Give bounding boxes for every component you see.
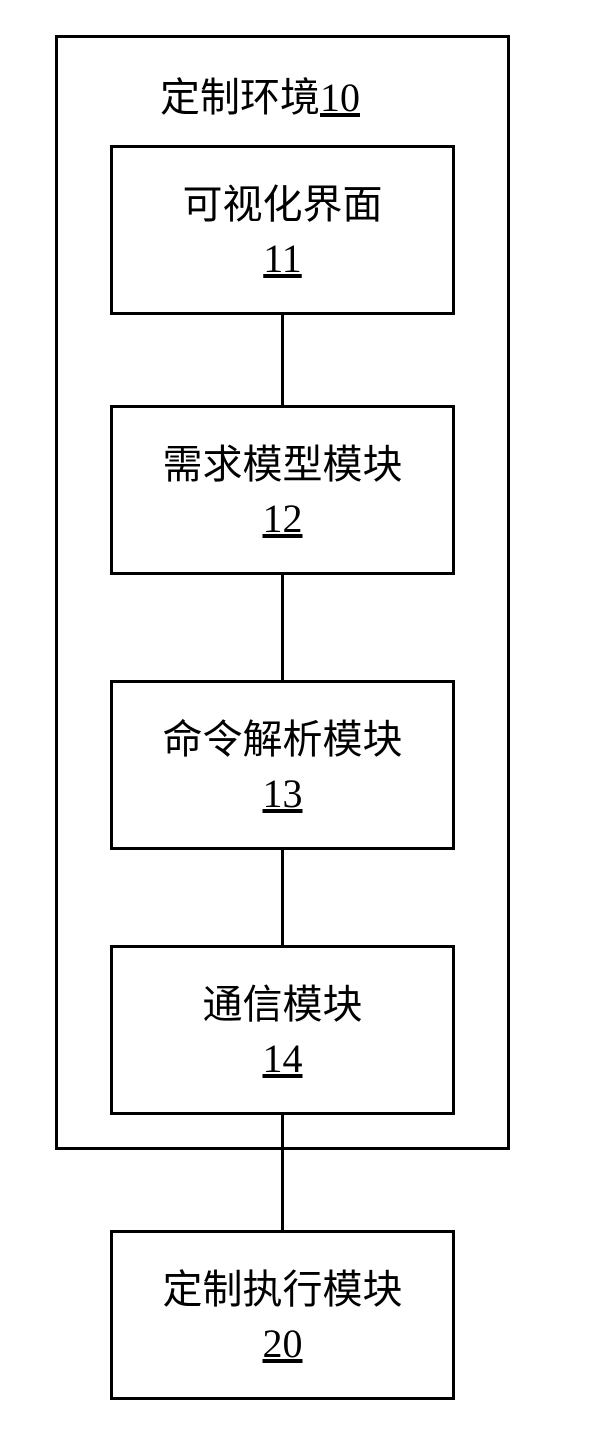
node-label: 可视化界面 [183,179,383,231]
node-number: 12 [263,495,303,542]
node-number: 20 [263,1320,303,1367]
outer-title-number: 10 [320,75,360,120]
node-visual-interface: 可视化界面 11 [110,145,455,315]
node-number: 14 [263,1035,303,1082]
outer-title: 定制环境10 [160,65,360,123]
node-number: 13 [263,770,303,817]
node-label: 通信模块 [203,979,363,1031]
node-requirement-model: 需求模型模块 12 [110,405,455,575]
edge [281,315,284,405]
edge [281,850,284,945]
outer-title-label: 定制环境 [160,75,320,120]
node-label: 定制执行模块 [163,1264,403,1316]
edge [281,575,284,680]
node-label: 需求模型模块 [163,439,403,491]
node-communication: 通信模块 14 [110,945,455,1115]
edge [281,1115,284,1230]
node-number: 11 [263,235,302,282]
node-command-parser: 命令解析模块 13 [110,680,455,850]
node-custom-execution: 定制执行模块 20 [110,1230,455,1400]
node-label: 命令解析模块 [163,714,403,766]
